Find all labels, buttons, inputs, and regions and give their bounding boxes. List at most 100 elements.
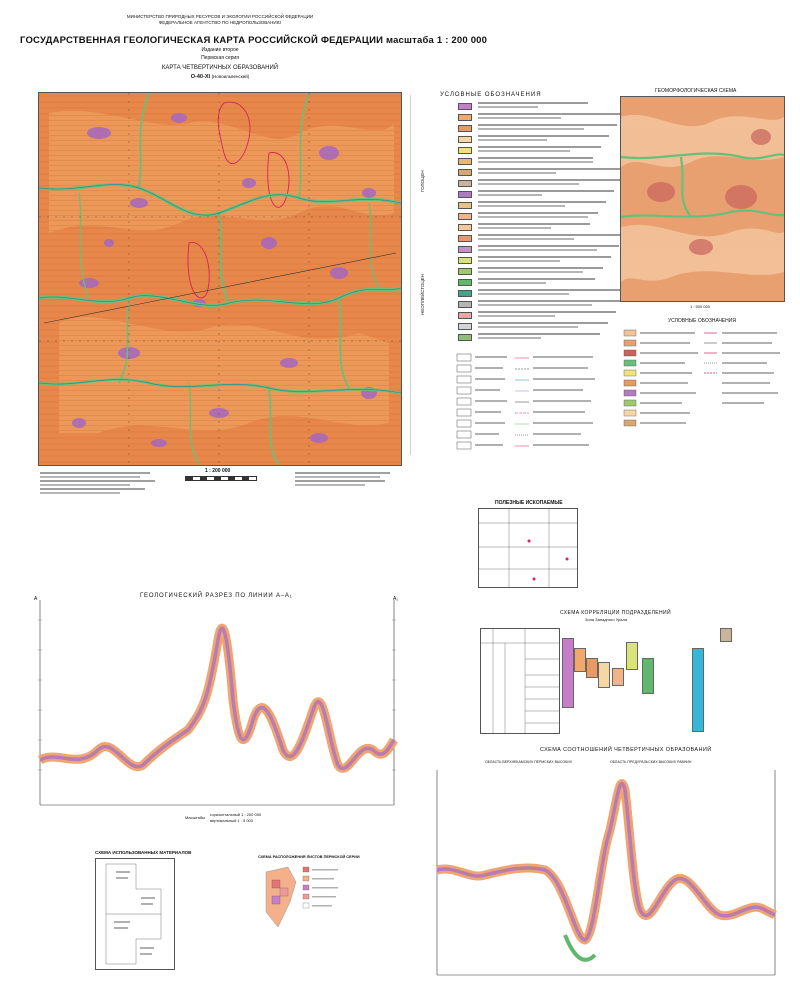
legend-text-line <box>478 223 590 225</box>
sheet-number: О-40-XI <box>190 74 211 80</box>
legend-text-line <box>478 216 588 218</box>
correlation-table <box>480 628 560 734</box>
legend-text-line <box>478 326 578 328</box>
geomorph-title: ГЕОМОРФОЛОГИЧЕСКАЯ СХЕМА <box>655 88 737 94</box>
sheets-scheme <box>258 862 348 932</box>
correlation-bars <box>560 628 740 734</box>
legend-swatch <box>458 224 472 231</box>
sheet-label: О-40-XI (Новоильвенский) <box>40 74 400 80</box>
legend-swatch <box>458 235 472 242</box>
divider <box>410 95 411 455</box>
legend-item <box>458 311 628 320</box>
legend-item <box>458 102 628 111</box>
legend-text-line <box>478 322 608 324</box>
correlation-title: СХЕМА КОРРЕЛЯЦИИ ПОДРАЗДЕЛЕНИЙ <box>560 610 672 616</box>
legend-swatch <box>458 136 472 143</box>
section-left-label: А <box>34 596 38 602</box>
section-right-label: А₁ <box>393 596 399 602</box>
legend-item <box>458 333 628 342</box>
legend-text-line <box>478 117 561 119</box>
map-scale: 1 : 200 000 <box>205 468 231 474</box>
legend-item <box>458 212 628 221</box>
map-grid <box>39 93 401 465</box>
legend-side-neopleistocene: НЕОПЛЕЙСТОЦЕН <box>420 215 430 325</box>
legend-text-line <box>478 179 622 181</box>
correlation-subtitle: Зона Западного Урала <box>585 617 628 622</box>
legend-text-line <box>478 304 592 306</box>
legend-side-holocene: ГОЛОЦЕН <box>420 102 430 212</box>
legend-swatch <box>458 246 472 253</box>
agency-label: ФЕДЕРАЛЬНОЕ АГЕНТСТВО ПО НЕДРОПОЛЬЗОВАНИ… <box>158 20 282 25</box>
legend-item <box>458 157 628 166</box>
legend-item <box>458 146 628 155</box>
legend-item <box>458 278 628 287</box>
legend-item <box>458 190 628 199</box>
legend-swatch <box>458 312 472 319</box>
relations-scheme <box>435 770 780 980</box>
ministry-label: МИНИСТЕРСТВО ПРИРОДНЫХ РЕСУРСОВ И ЭКОЛОГ… <box>126 14 314 19</box>
legend-text-line <box>478 271 583 273</box>
legend-item <box>458 267 628 276</box>
legend-text-line <box>478 245 619 247</box>
legend-item <box>458 124 628 133</box>
legend-text-line <box>478 256 611 258</box>
legend-swatch <box>458 213 472 220</box>
legend-item <box>458 322 628 331</box>
section-line <box>43 252 397 324</box>
legend-swatch <box>458 257 472 264</box>
relations-right-caption: ОБЛАСТЬ ПРЕДУРАЛЬСКИХ ВЫСОКИХ РАВНИН <box>610 760 692 764</box>
legend-text-line <box>478 260 560 262</box>
legend-symbols <box>455 352 615 462</box>
legend-title: УСЛОВНЫЕ ОБОЗНАЧЕНИЯ <box>440 92 542 98</box>
legend-swatch <box>458 169 472 176</box>
legend-swatch <box>458 202 472 209</box>
legend-text-line <box>478 333 600 335</box>
legend-text-line <box>478 278 595 280</box>
legend-text-line <box>478 113 625 115</box>
geological-section <box>38 600 398 810</box>
neopleistocene-label: НЕОПЛЕЙСТОЦЕН <box>420 274 425 315</box>
legend-text-line <box>478 238 574 240</box>
main-map-canvas <box>39 93 401 465</box>
legend-item <box>458 234 628 243</box>
section-title: ГЕОЛОГИЧЕСКИЙ РАЗРЕЗ ПО ЛИНИИ А–А₁ <box>140 593 293 599</box>
legend-text-line <box>478 300 624 302</box>
geomorph-scale: 1 : 500 000 <box>690 304 711 309</box>
legend-item <box>458 168 630 177</box>
legend-text-line <box>478 157 593 159</box>
correlation-unit <box>598 662 610 688</box>
geomorph-legend <box>622 328 787 458</box>
map-notes-right <box>295 470 395 488</box>
legend-swatch <box>458 147 472 154</box>
map-title: КАРТА ЧЕТВЕРТИЧНЫХ ОБРАЗОВАНИЙ <box>161 65 279 71</box>
relations-title: СХЕМА СООТНОШЕНИЙ ЧЕТВЕРТИЧНЫХ ОБРАЗОВАН… <box>540 747 712 753</box>
geomorph-map[interactable] <box>620 96 785 302</box>
legend-swatch <box>458 180 472 187</box>
legend-text-line <box>478 190 614 192</box>
legend-swatch <box>458 290 472 297</box>
page-title: ГОСУДАРСТВЕННАЯ ГЕОЛОГИЧЕСКАЯ КАРТА РОСС… <box>20 35 488 46</box>
legend-item <box>458 201 628 210</box>
legend-text-line <box>478 150 570 152</box>
legend-swatch <box>458 125 472 132</box>
legend-text-line <box>478 139 547 141</box>
materials-scheme <box>95 858 175 970</box>
legend-text-line <box>478 194 542 196</box>
edition-label: Издание второе <box>201 47 239 53</box>
legend-item <box>458 245 628 254</box>
legend-text-line <box>478 146 601 148</box>
relations-left-caption: ОБЛАСТЬ ВЕРХНЕКАМСКИХ ПЕРМСКИХ ВЫСОКИХ <box>485 760 573 764</box>
legend-text-line <box>478 315 555 317</box>
section-scale-h: горизонтальный 1 : 200 000 <box>210 812 262 817</box>
legend-text-line <box>478 234 627 236</box>
correlation-unit <box>562 638 574 708</box>
legend-text-line <box>478 161 593 163</box>
legend-text-line <box>478 212 598 214</box>
main-map[interactable] <box>38 92 402 466</box>
legend-item <box>458 289 632 298</box>
legend-swatch <box>458 114 472 121</box>
section-scale-v: вертикальный 1 : 5 000 <box>210 818 253 823</box>
legend-text-line <box>478 128 584 130</box>
minerals-table <box>478 508 578 588</box>
materials-title: СХЕМА ИСПОЛЬЗОВАННЫХ МАТЕРИАЛОВ <box>95 850 192 855</box>
